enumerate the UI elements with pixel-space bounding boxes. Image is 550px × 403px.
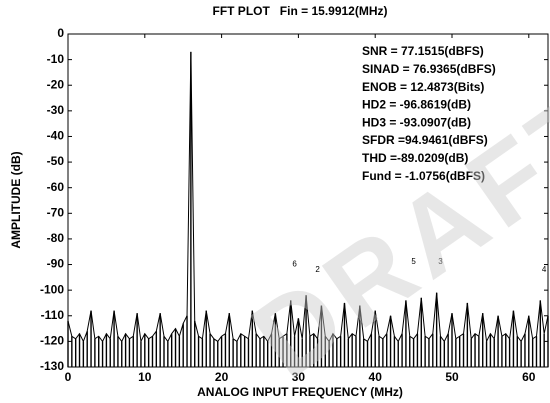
y-tick-label: -70 — [47, 205, 65, 219]
y-tick-label: -110 — [41, 308, 65, 322]
metric: SFDR =94.9461(dBFS) — [362, 133, 488, 147]
harmonic-label: 4 — [542, 265, 547, 274]
metric: Fund = -1.0756(dBFS) — [362, 169, 485, 183]
metric: SNR = 77.1515(dBFS) — [362, 44, 484, 58]
metric: ENOB = 12.4873(Bits) — [362, 80, 484, 94]
y-tick-label: -60 — [47, 180, 65, 194]
y-tick-label: -50 — [47, 154, 65, 168]
y-tick-label: -90 — [47, 257, 65, 271]
y-axis-label: AMPLITUDE (dB) — [9, 151, 23, 248]
x-axis-label: ANALOG INPUT FREQUENCY (MHz) — [197, 385, 403, 399]
y-tick-label: -40 — [47, 129, 65, 143]
y-tick-label: -100 — [40, 282, 64, 296]
harmonic-label: 5 — [411, 257, 416, 266]
x-tick-label: 10 — [138, 370, 152, 384]
y-tick-label: -80 — [47, 231, 65, 245]
metric: HD3 = -93.0907(dB) — [362, 115, 471, 129]
chart-title: FFT PLOT Fin = 15.9912(MHz) — [212, 4, 387, 18]
metric: HD2 = -96.8619(dB) — [362, 98, 471, 112]
y-tick-label: -20 — [47, 77, 65, 91]
harmonic-label: 6 — [292, 260, 297, 269]
metric: THD =-89.0209(dB) — [362, 151, 468, 165]
harmonic-label: 3 — [438, 257, 443, 266]
y-tick-label: -30 — [47, 103, 65, 117]
metric: SINAD = 76.9365(dBFS) — [362, 62, 496, 76]
spectrum-line — [67, 51, 549, 344]
x-tick-label: 0 — [65, 370, 72, 384]
x-tick-label: 20 — [215, 370, 229, 384]
plot-frame — [67, 33, 549, 368]
x-tick-label: 50 — [445, 370, 459, 384]
x-tick-label: 40 — [369, 370, 383, 384]
x-tick-label: 30 — [292, 370, 306, 384]
x-tick-label: 60 — [522, 370, 536, 384]
harmonic-label: 2 — [315, 265, 320, 274]
y-tick-label: 0 — [57, 26, 64, 40]
y-tick-label: -10 — [47, 52, 65, 66]
y-tick-label: -130 — [40, 359, 64, 373]
y-tick-label: -120 — [40, 334, 64, 348]
